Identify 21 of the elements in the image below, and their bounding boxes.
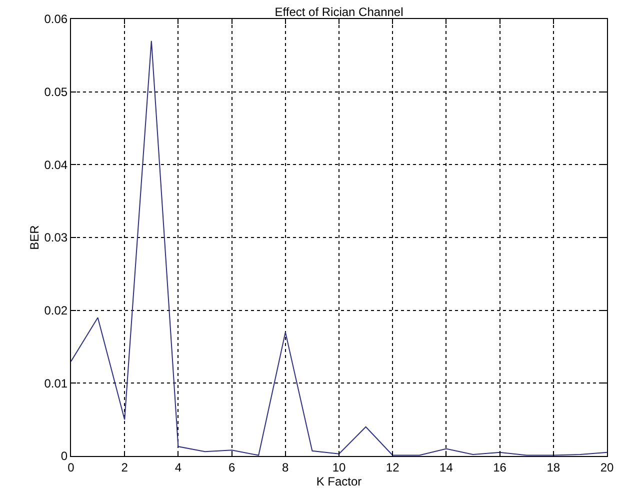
y-tick-label: 0.06 — [44, 12, 68, 26]
x-axis-title: K Factor — [316, 474, 362, 488]
y-tick-label: 0.04 — [44, 158, 68, 172]
x-tick-label: 14 — [440, 460, 454, 474]
x-tick-label: 16 — [493, 460, 507, 474]
y-tick-label: 0.02 — [44, 304, 68, 318]
x-tick-label: 20 — [600, 460, 614, 474]
x-tick-label: 12 — [386, 460, 400, 474]
y-tick-label: 0.05 — [44, 85, 68, 100]
x-tick-label: 8 — [282, 460, 290, 474]
x-tick-label: 2 — [121, 460, 128, 474]
x-tick-label: 10 — [332, 460, 346, 474]
y-axis-title: BER — [28, 224, 42, 250]
y-tick-label: 0.01 — [44, 376, 68, 390]
x-tick-label: 6 — [228, 460, 236, 474]
y-tick-label: 0 — [60, 449, 68, 464]
x-tick-label: 4 — [174, 460, 182, 474]
line-series — [71, 40, 607, 456]
chart-title: Effect of Rician Channel — [274, 4, 404, 19]
y-tick-label: 0.03 — [44, 230, 68, 245]
x-tick-label: 18 — [546, 460, 560, 474]
